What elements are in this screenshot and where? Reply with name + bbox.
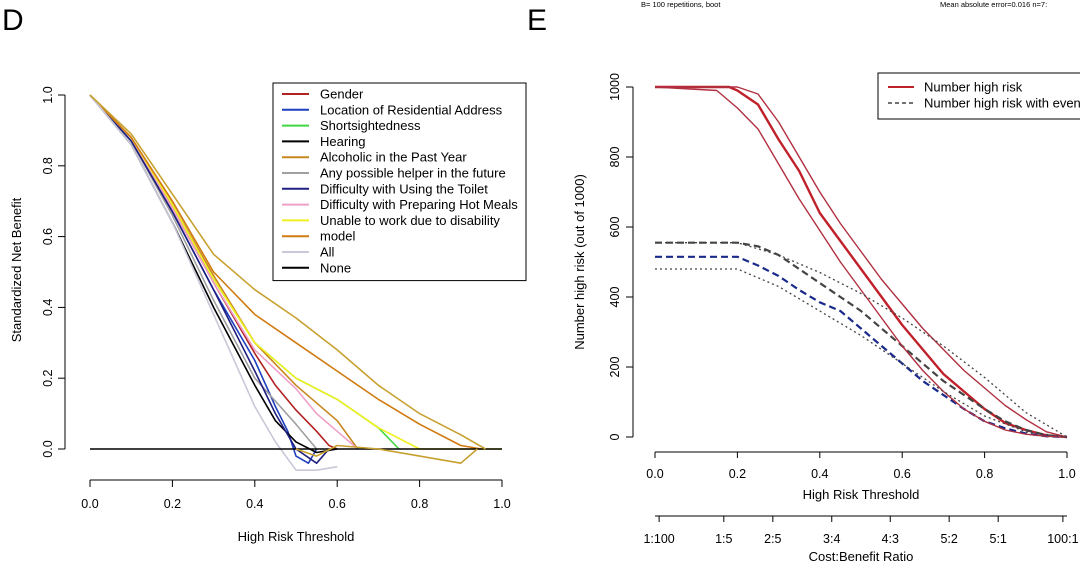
panel-d-y-tick-label: 0.2	[41, 369, 55, 386]
panel-d-legend-label-gender: Gender	[320, 87, 364, 102]
panel-d-legend-label-unable-to-work-due-to-disability: Unable to work due to disability	[320, 213, 500, 228]
panel-d-line-all	[89, 94, 338, 472]
panel-e-x-tick-label: 0.4	[811, 467, 828, 481]
panel-d-series	[89, 94, 502, 472]
panel-d-legend-label-all: All	[320, 245, 335, 260]
panel-d-axes: 0.0 0.2 0.4 0.6 0.8 1.0 0.0 0.2 0.4 0.6 0.8 1.0	[41, 86, 511, 511]
panel-e-legend-label-number-high-risk: Number high risk	[924, 80, 1023, 95]
panel-e-line-upper-bound-dotted	[655, 242, 1068, 438]
panel-d-y-tick-label: 0.0	[41, 440, 55, 457]
panel-e-y-tick-label: 1000	[608, 73, 622, 101]
panel-e-y-tick-label: 200	[608, 357, 622, 378]
panel-d-y-tick-label: 0.4	[41, 299, 55, 316]
panel-e-x-tick-label: 0.2	[729, 467, 746, 481]
panel-e-cb-tick-label: 3:4	[823, 532, 840, 546]
panel-e-line-number-high-risk	[655, 85, 1068, 439]
panel-d-line-unable-to-work-due-to-disability	[89, 94, 502, 450]
panel-e-cb-tick-label: 5:1	[990, 532, 1007, 546]
panel-e-line-lower-bound-red	[654, 86, 1068, 438]
panel-d-legend-label-difficulty-with-preparing-hot-meals: Difficulty with Preparing Hot Meals	[320, 197, 518, 212]
panel-d-x-tick-label: 1.0	[493, 497, 510, 511]
panel-d-legend-label-location-of-residential-address: Location of Residential Address	[320, 102, 503, 117]
panel-d-x-tick-label: 0.8	[411, 497, 428, 511]
panel-e-letter: E	[527, 4, 547, 37]
panel-e-y-axis-label: Number high risk (out of 1000)	[572, 174, 587, 350]
panel-d-line-difficulty-with-using-the-toilet	[89, 94, 330, 465]
panel-d-legend-label-hearing: Hearing	[320, 134, 366, 149]
panel-e-y-tick-label: 0	[608, 433, 622, 440]
panel-e-line-number-high-risk-bootstrap-mean	[655, 255, 1068, 439]
panel-e-cb-tick-label: 4:3	[882, 532, 899, 546]
panel-e-legend-label-number-high-risk-with-event: Number high risk with event	[924, 96, 1080, 111]
panel-e-cb-tick-label: 2:5	[764, 532, 781, 546]
panel-e-x-tick-label: 1.0	[1058, 467, 1075, 481]
panel-d-y-tick-label: 0.8	[41, 157, 55, 174]
panel-d-y-tick-label: 0.6	[41, 228, 55, 245]
panel-e-cb-tick-label: 5:2	[940, 532, 957, 546]
panel-e-note-left: B= 100 repetitions, boot	[641, 0, 721, 9]
panel-d-letter: D	[2, 4, 24, 37]
panel-e-x-axis-label: High Risk Threshold	[803, 487, 920, 502]
panel-e-line-upper-bound-red	[655, 86, 1068, 438]
panel-d-x-tick-label: 0.6	[329, 497, 346, 511]
panel-e-axes: 0 200 400 600 800 1000 0.0 0.2 0.4 0.6 0.8 1.0	[608, 73, 1076, 481]
panel-e-note-right: Mean absolute error=0.016 n=7:	[940, 0, 1047, 9]
panel-d-legend-label-alcoholic-in-the-past-year: Alcoholic in the Past Year	[320, 150, 467, 165]
panel-e-x-tick-label: 0.0	[646, 467, 663, 481]
panel-e-y-tick-label: 600	[608, 217, 622, 238]
panel-e-y-tick-label: 800	[608, 147, 622, 168]
panel-d-legend-label-any-possible-helper-in-the-future: Any possible helper in the future	[320, 166, 506, 181]
panel-d-y-tick-label: 1.0	[41, 86, 55, 103]
panel-e: E B= 100 repetitions, boot Mean absolute…	[527, 0, 1080, 564]
panel-d-legend-label-difficulty-with-using-the-toilet: Difficulty with Using the Toilet	[320, 181, 488, 196]
panel-e-x-tick-label: 0.6	[894, 467, 911, 481]
panel-d-legend-label-shortsightedness: Shortsightedness	[320, 118, 421, 133]
panel-d: D 0.0 0.2 0.4 0.6 0.8 1.0 0.0 0.2 0.4 0.6 0.8 1.0 H…	[2, 4, 527, 544]
panel-d-x-tick-label: 0.0	[81, 497, 98, 511]
panel-e-legend-box	[877, 72, 1080, 120]
panel-d-legend-label-model: model	[320, 229, 356, 244]
panel-e-cb-tick-label: 100:1	[1047, 532, 1078, 546]
panel-d-x-axis-label: High Risk Threshold	[238, 529, 355, 544]
panel-e-series	[654, 85, 1068, 439]
panel-d-x-tick-label: 0.4	[246, 497, 263, 511]
panel-d-x-tick-label: 0.2	[164, 497, 181, 511]
panel-d-line-model-upper	[89, 94, 486, 450]
panel-d-line-model-lower	[295, 444, 478, 465]
panel-d-legend-box	[272, 82, 527, 282]
panel-e-line-number-high-risk-with-event	[655, 241, 1068, 439]
panel-e-cost-benefit-label: Cost:Benefit Ratio	[809, 549, 914, 564]
panel-e-cost-benefit-axis: 1:100 1:5 2:5 3:4 4:3 5:2 5:1 100:1	[643, 515, 1079, 546]
panel-e-cb-tick-label: 1:5	[715, 532, 732, 546]
panel-e-y-tick-label: 400	[608, 287, 622, 308]
panel-e-cb-tick-label: 1:100	[643, 532, 674, 546]
panel-d-line-model	[89, 94, 482, 450]
panel-e-x-tick-label: 0.8	[976, 467, 993, 481]
panel-d-legend-label-none: None	[320, 260, 351, 275]
panel-d-y-axis-label: Standardized Net Benefit	[9, 197, 24, 342]
